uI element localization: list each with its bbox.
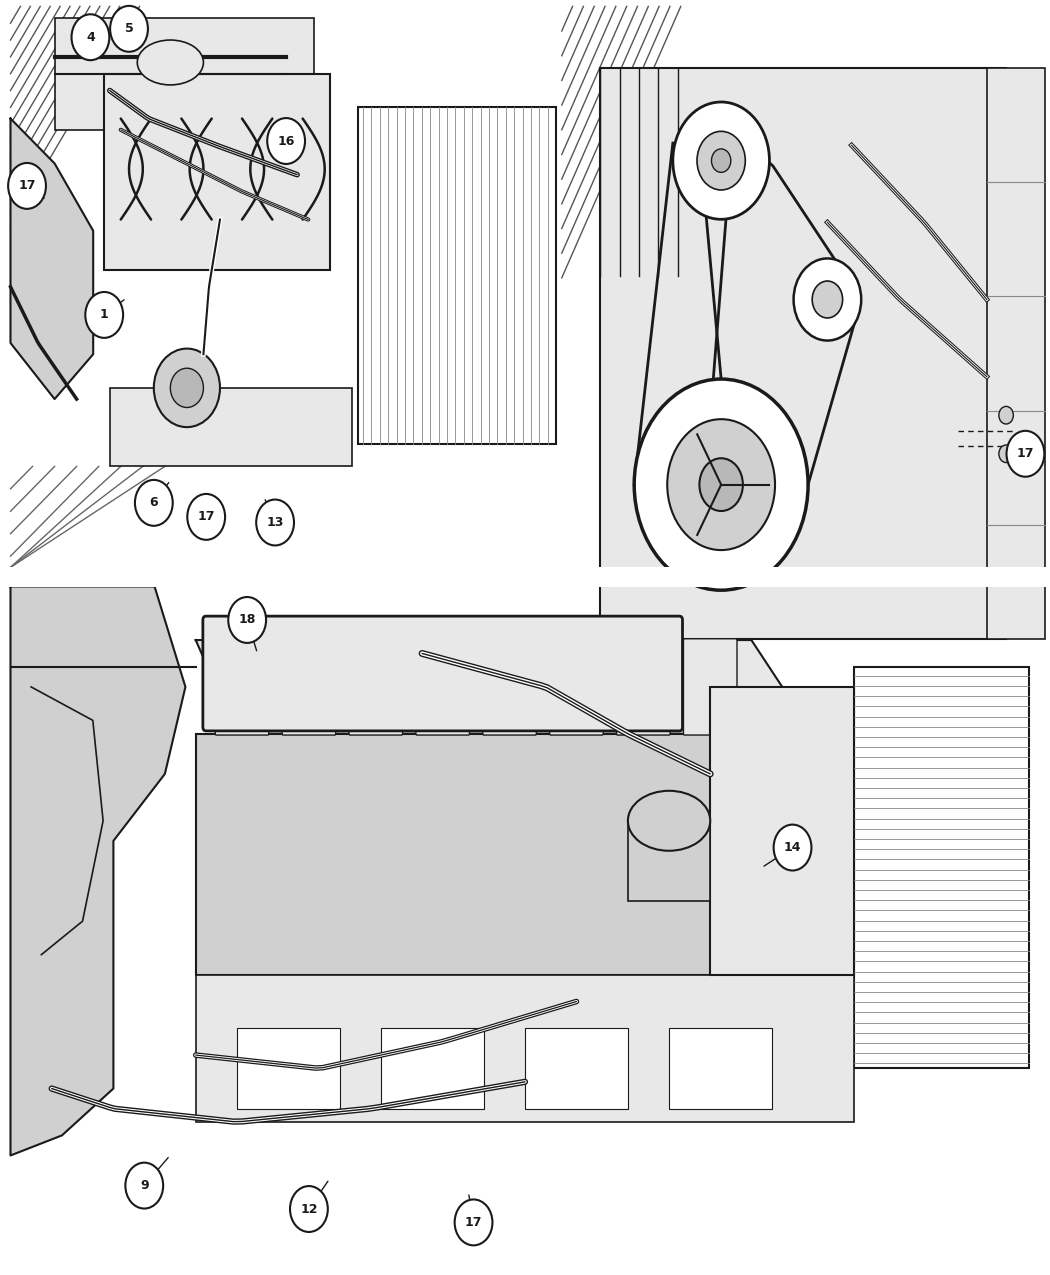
Circle shape <box>125 1163 163 1209</box>
Bar <box>628 821 710 901</box>
Circle shape <box>673 102 770 219</box>
Polygon shape <box>10 119 93 399</box>
FancyBboxPatch shape <box>550 639 603 734</box>
Text: 12: 12 <box>300 1202 318 1215</box>
Ellipse shape <box>628 790 710 850</box>
Text: 16: 16 <box>277 135 295 148</box>
Circle shape <box>267 119 304 164</box>
FancyBboxPatch shape <box>282 639 336 734</box>
FancyBboxPatch shape <box>483 639 537 734</box>
Text: 17: 17 <box>197 510 215 523</box>
Bar <box>855 667 1029 1068</box>
Bar <box>562 6 1045 778</box>
Ellipse shape <box>138 40 204 85</box>
Circle shape <box>712 149 731 172</box>
Text: 4: 4 <box>86 31 94 43</box>
Text: 17: 17 <box>465 1216 482 1229</box>
Polygon shape <box>195 733 752 974</box>
FancyBboxPatch shape <box>215 639 269 734</box>
Text: 17: 17 <box>18 180 36 193</box>
Text: 14: 14 <box>783 842 801 854</box>
Text: 5: 5 <box>125 23 133 36</box>
FancyBboxPatch shape <box>684 639 737 734</box>
FancyBboxPatch shape <box>104 74 330 270</box>
Circle shape <box>697 131 746 190</box>
Circle shape <box>999 407 1013 425</box>
Bar <box>987 68 1045 639</box>
FancyBboxPatch shape <box>195 974 855 1122</box>
Circle shape <box>134 479 173 525</box>
Circle shape <box>999 445 1013 463</box>
FancyBboxPatch shape <box>55 18 314 130</box>
Text: 13: 13 <box>267 516 284 529</box>
Text: 17: 17 <box>1016 448 1034 460</box>
FancyBboxPatch shape <box>601 68 1006 639</box>
Bar <box>0 567 1050 586</box>
Circle shape <box>85 292 123 338</box>
Text: 6: 6 <box>149 496 159 509</box>
Circle shape <box>1007 431 1045 477</box>
Bar <box>669 1028 772 1108</box>
Text: 1: 1 <box>100 309 108 321</box>
Circle shape <box>667 419 775 550</box>
Circle shape <box>228 597 266 643</box>
Bar <box>237 1028 340 1108</box>
Text: 9: 9 <box>140 1179 149 1192</box>
FancyBboxPatch shape <box>349 639 402 734</box>
FancyBboxPatch shape <box>203 616 682 731</box>
Circle shape <box>813 280 842 317</box>
Ellipse shape <box>170 368 204 408</box>
Bar <box>10 6 562 567</box>
Circle shape <box>256 500 294 546</box>
Circle shape <box>71 14 109 60</box>
Bar <box>358 107 556 444</box>
FancyBboxPatch shape <box>109 388 353 467</box>
Text: 18: 18 <box>238 613 256 626</box>
Circle shape <box>455 1200 492 1246</box>
Polygon shape <box>10 586 186 1155</box>
Circle shape <box>634 379 808 590</box>
Polygon shape <box>195 640 813 733</box>
FancyBboxPatch shape <box>616 639 670 734</box>
FancyBboxPatch shape <box>710 687 855 974</box>
Circle shape <box>290 1186 328 1232</box>
Circle shape <box>187 493 225 539</box>
Circle shape <box>774 825 812 871</box>
Circle shape <box>794 259 861 340</box>
Circle shape <box>110 6 148 52</box>
Bar <box>10 586 1040 1256</box>
FancyBboxPatch shape <box>416 639 469 734</box>
Bar <box>381 1028 484 1108</box>
Circle shape <box>8 163 46 209</box>
Ellipse shape <box>154 348 220 427</box>
Bar <box>525 1028 628 1108</box>
Circle shape <box>699 458 743 511</box>
